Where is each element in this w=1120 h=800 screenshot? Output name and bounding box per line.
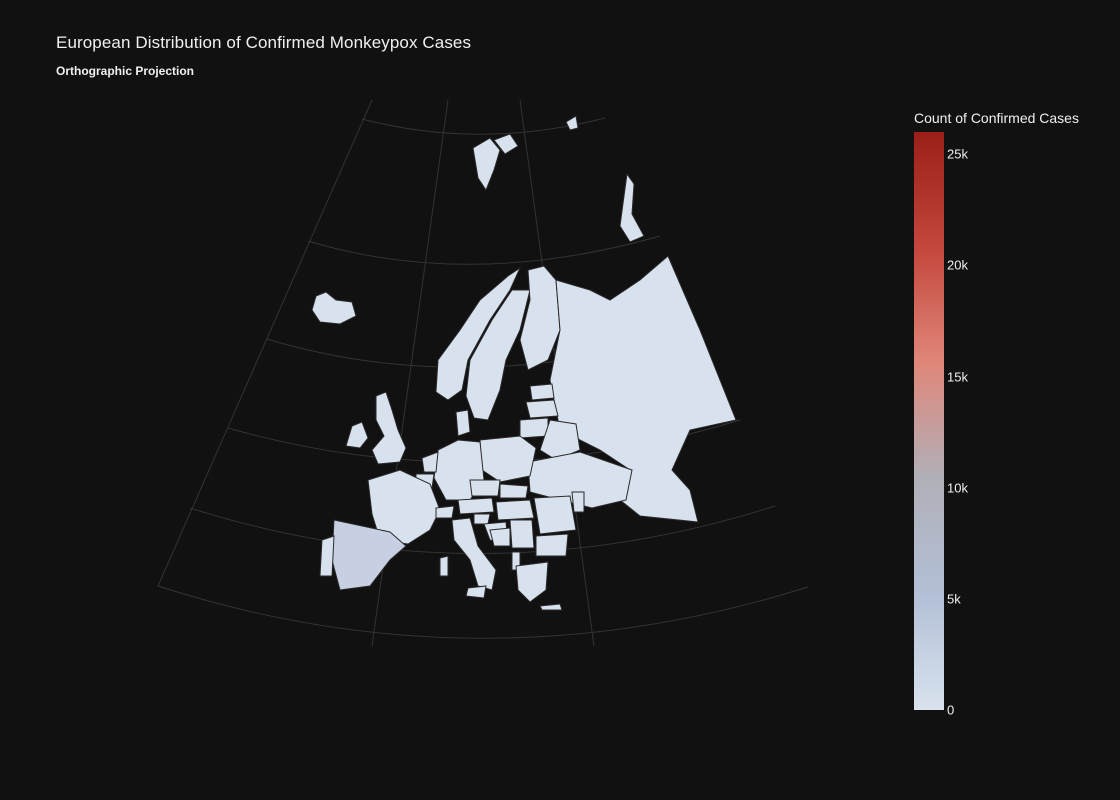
colorbar-tick-label: 15k [947,369,968,385]
country-estonia [529,383,555,401]
country-ireland [345,421,369,449]
country-slovakia [499,483,529,499]
country-france [367,469,441,545]
colorbar-title: Count of Confirmed Cases [914,110,1079,126]
country-sicily [465,585,487,599]
country-novaya-zemlya [619,172,645,243]
country-italy [451,517,497,591]
country-svalbard-2 [493,133,519,155]
latitude-line [157,585,809,639]
map-subtitle: Orthographic Projection [56,64,195,78]
colorbar-tick-label: 25k [947,146,968,162]
country-svalbard [472,137,501,192]
country-denmark [455,409,471,437]
country-austria [457,497,495,515]
country-latvia [525,399,559,419]
colorbar-tick-label: 10k [947,480,968,496]
longitude-line [157,99,373,587]
country-bulgaria [535,533,569,557]
country-hungary [495,499,535,521]
map-title: European Distribution of Confirmed Monke… [56,33,472,52]
country-svalbard-3 [565,115,579,131]
country-crete [539,603,563,611]
country-lithuania [519,417,549,439]
country-bosnia [489,527,511,547]
country-poland [479,435,537,483]
country-norway [435,266,522,401]
country-moldova [571,491,585,513]
country-united-kingdom [371,391,407,465]
colorbar-tick-label: 5k [947,591,961,607]
country-sardinia [439,555,449,577]
country-iceland [311,291,357,325]
country-slovenia [473,513,491,525]
countries[interactable] [311,115,737,611]
country-serbia [509,519,535,549]
country-switzerland [435,505,455,519]
colorbar [914,132,944,710]
colorbar-tick-label: 20k [947,257,968,273]
country-finland [519,265,561,371]
country-portugal [319,535,335,577]
latitude-line [307,235,661,265]
country-netherlands [421,451,439,473]
colorbar-tick-label: 0 [947,702,955,718]
country-romania [533,495,577,535]
country-greece [515,561,549,603]
country-czechia [469,479,501,497]
country-sweden [465,289,531,421]
country-spain [331,519,407,591]
country-ukraine [527,451,633,509]
